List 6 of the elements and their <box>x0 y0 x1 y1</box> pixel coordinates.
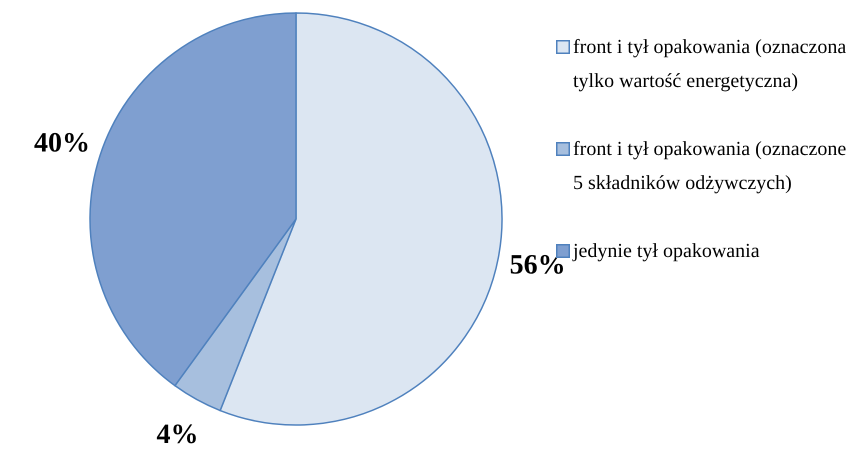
data-label: 4% <box>156 419 198 450</box>
legend-label: front i tył opakowania (oznaczone 5 składników odżywczych) <box>573 137 848 196</box>
data-label: 40% <box>34 127 90 158</box>
legend-label: jedynie tył opakowania <box>573 239 760 264</box>
data-label: 56% <box>510 250 566 281</box>
legend-label: front i tył opakowania (oznaczona tylko wartość energetyczna) <box>573 35 848 94</box>
